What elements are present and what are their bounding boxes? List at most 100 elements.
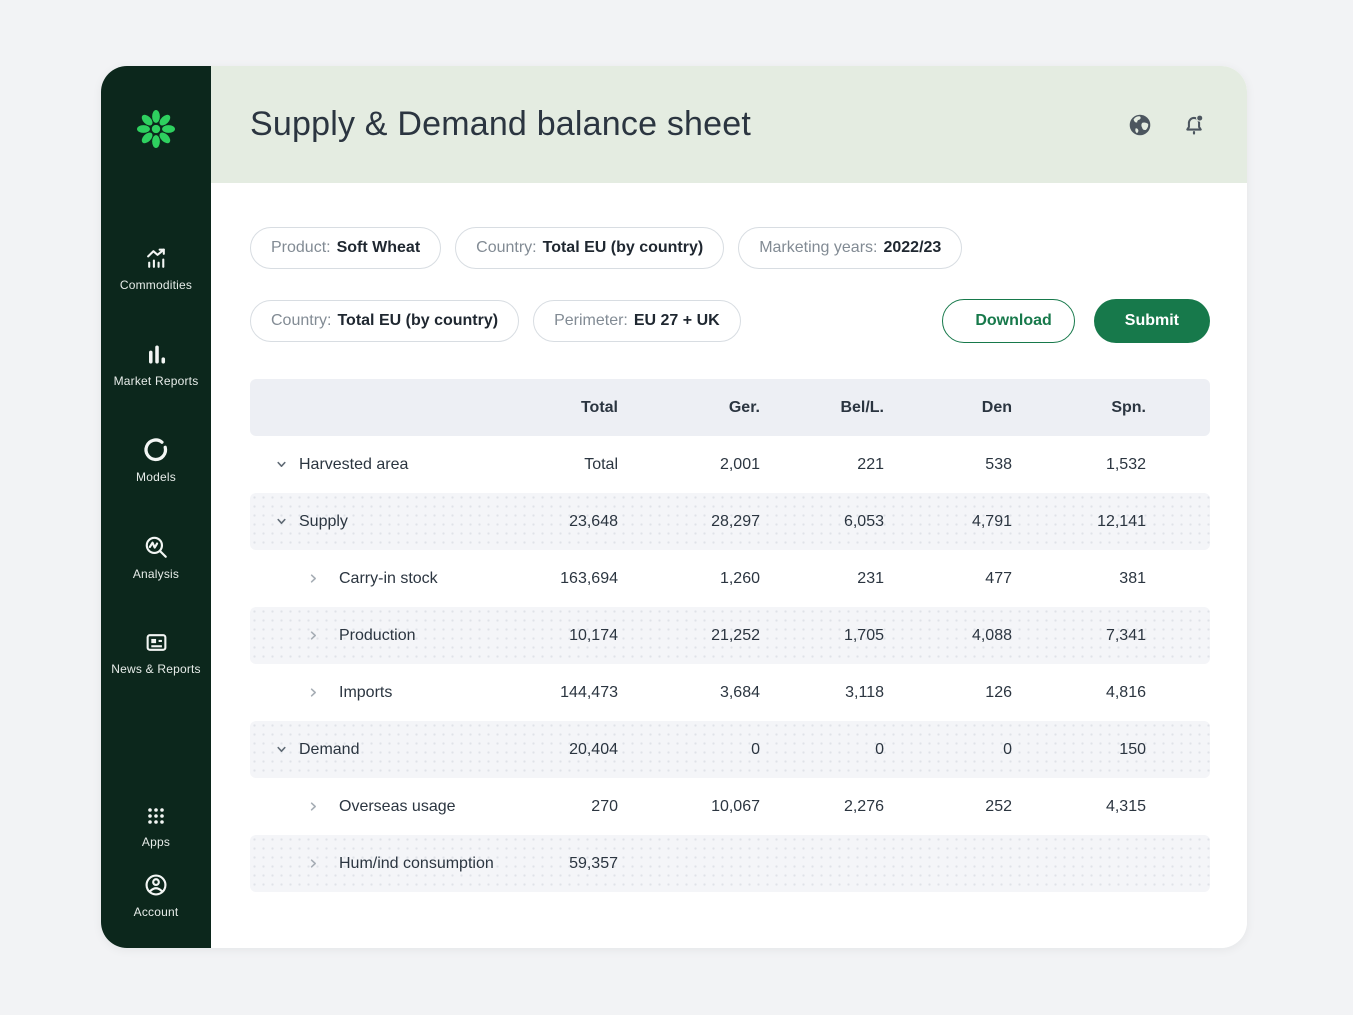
row-label-cell: Harvested area <box>250 456 500 474</box>
table-row-demand: Demand20,404000150 <box>250 721 1210 778</box>
table-row-supply: Supply23,64828,2976,0534,79112,141 <box>250 493 1210 550</box>
chip-value: Total EU (by country) <box>337 312 498 330</box>
sidebar-item-account[interactable]: Account <box>101 872 211 919</box>
row-label: Demand <box>299 741 359 759</box>
table-body: Harvested areaTotal2,0012215381,532Suppl… <box>250 436 1210 892</box>
row-label-cell: Imports <box>250 684 500 702</box>
row-label: Production <box>339 627 416 645</box>
value-cell: 1,705 <box>760 627 884 645</box>
bar-chart-icon <box>144 342 169 367</box>
value-cell: 0 <box>618 741 760 759</box>
brand-logo[interactable] <box>101 106 211 157</box>
chip-value: EU 27 + UK <box>634 312 720 330</box>
value-cell: 150 <box>1012 741 1146 759</box>
value-cell: 4,088 <box>884 627 1012 645</box>
sidebar-item-label: Models <box>136 470 176 484</box>
sidebar-item-label: Analysis <box>133 567 179 581</box>
value-cell: 20,404 <box>500 741 618 759</box>
sidebar-item-news-reports[interactable]: News & Reports <box>101 630 211 676</box>
open-circle-icon <box>143 437 169 463</box>
value-cell: 4,816 <box>1012 684 1146 702</box>
chevron-down-icon[interactable] <box>274 457 289 472</box>
row-label-cell: Supply <box>250 513 500 531</box>
value-cell: 381 <box>1012 570 1146 588</box>
download-button-label: Download <box>975 312 1051 330</box>
sidebar-item-models[interactable]: Models <box>101 437 211 484</box>
table-row-hum-ind-consumption: Hum/ind consumption 59,357 <box>250 835 1210 892</box>
value-cell: 0 <box>760 741 884 759</box>
column-header-den: Den <box>884 399 1012 417</box>
column-header-spn: Spn. <box>1012 399 1146 417</box>
filter-chip-perimeter[interactable]: Perimeter: EU 27 + UK <box>533 300 741 342</box>
filter-chip-product[interactable]: Product:Soft Wheat <box>250 227 441 269</box>
content: Product:Soft Wheat Country: Total EU (by c… <box>211 183 1247 892</box>
chip-label: Marketing years: <box>759 239 877 257</box>
sidebar-item-analysis[interactable]: Analysis <box>101 534 211 581</box>
value-cell: 163,694 <box>500 570 618 588</box>
sidebar-item-label: News & Reports <box>111 662 201 676</box>
value-cell: 21,252 <box>618 627 760 645</box>
column-header-bel-l: Bel/L. <box>760 399 884 417</box>
newspaper-icon <box>144 630 169 655</box>
filter-chip-country[interactable]: Country:Total EU (by country) <box>250 300 519 342</box>
bell-notification-icon[interactable] <box>1181 112 1207 138</box>
value-cell: 3,684 <box>618 684 760 702</box>
value-cell: 270 <box>500 798 618 816</box>
value-cell: 10,067 <box>618 798 760 816</box>
globe-icon[interactable] <box>1127 112 1153 138</box>
value-cell: 144,473 <box>500 684 618 702</box>
sidebar: Commodities Market Reports Models Analys… <box>101 66 211 948</box>
chip-label: Perimeter: <box>554 312 628 330</box>
value-cell: 477 <box>884 570 1012 588</box>
download-button[interactable]: Download <box>942 299 1074 343</box>
chevron-right-icon[interactable] <box>306 628 321 643</box>
table-header-row: TotalGer.Bel/L.DenSpn. <box>250 379 1210 436</box>
filter-chip-marketing-years[interactable]: Marketing years: 2022/23 <box>738 227 962 269</box>
chip-label: Country: <box>476 239 536 257</box>
chevron-right-icon[interactable] <box>306 799 321 814</box>
main-area: Supply & Demand balance sheet Product:So… <box>211 66 1247 948</box>
table-row-production: Production10,17421,2521,7054,0887,341 <box>250 607 1210 664</box>
sidebar-item-label: Market Reports <box>114 374 199 388</box>
chip-value: 2022/23 <box>883 239 941 257</box>
value-cell: 3,118 <box>760 684 884 702</box>
header-icons <box>1127 112 1207 138</box>
column-header-ger: Ger. <box>618 399 760 417</box>
sidebar-item-label: Account <box>134 905 179 919</box>
sidebar-item-apps[interactable]: Apps <box>101 804 211 849</box>
row-label: Harvested area <box>299 456 408 474</box>
sidebar-item-market-reports[interactable]: Market Reports <box>101 342 211 388</box>
value-cell: 2,001 <box>618 456 760 474</box>
value-cell: 10,174 <box>500 627 618 645</box>
row-label: Overseas usage <box>339 798 456 816</box>
action-buttons: Download Submit <box>942 299 1210 343</box>
value-cell: 252 <box>884 798 1012 816</box>
chevron-down-icon[interactable] <box>274 514 289 529</box>
value-cell: 231 <box>760 570 884 588</box>
row-label: Supply <box>299 513 348 531</box>
row-label-cell: Demand <box>250 741 500 759</box>
sidebar-item-label: Commodities <box>120 278 192 292</box>
chevron-right-icon[interactable] <box>306 856 321 871</box>
chip-value: Total EU (by country) <box>543 239 704 257</box>
value-cell: 0 <box>884 741 1012 759</box>
row-label: Imports <box>339 684 392 702</box>
magnifier-wave-icon <box>143 534 169 560</box>
column-header-total: Total <box>500 399 618 417</box>
table-row-carry-in-stock: Carry-in stock163,6941,260231477381 <box>250 550 1210 607</box>
value-cell: 59,357 <box>500 855 618 873</box>
row-label: Hum/ind consumption <box>339 855 494 873</box>
value-cell: 1,532 <box>1012 456 1146 474</box>
value-cell: 23,648 <box>500 513 618 531</box>
filter-chip-country[interactable]: Country: Total EU (by country) <box>455 227 724 269</box>
table-row-overseas-usage: Overseas usage27010,0672,2762524,315 <box>250 778 1210 835</box>
grid-dots-icon <box>144 804 168 828</box>
row-label-cell: Overseas usage <box>250 798 500 816</box>
sidebar-item-commodities[interactable]: Commodities <box>101 246 211 292</box>
chevron-down-icon[interactable] <box>274 742 289 757</box>
submit-button[interactable]: Submit <box>1094 299 1210 343</box>
filter-row-1: Product:Soft Wheat Country: Total EU (by c… <box>250 227 1210 269</box>
chevron-right-icon[interactable] <box>306 685 321 700</box>
value-cell: Total <box>500 456 618 474</box>
chevron-right-icon[interactable] <box>306 571 321 586</box>
